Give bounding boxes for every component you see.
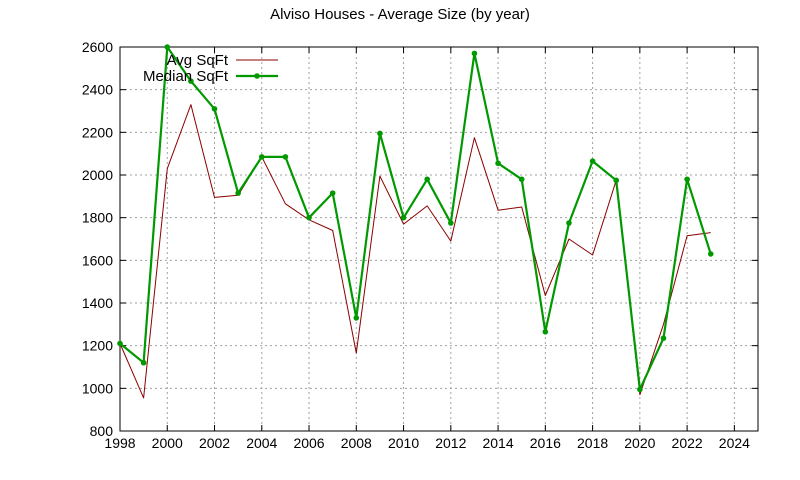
x-tick-label: 2008 bbox=[341, 435, 372, 451]
data-point-median-sqft bbox=[707, 251, 714, 257]
x-tick-label: 2000 bbox=[152, 435, 183, 451]
plot-frame bbox=[119, 46, 759, 432]
data-series bbox=[117, 44, 714, 399]
y-tick-label: 1000 bbox=[82, 380, 113, 396]
data-point-median-sqft bbox=[117, 340, 123, 347]
y-tick-label: 1800 bbox=[82, 210, 113, 226]
data-point-median-sqft bbox=[188, 78, 194, 84]
series-line-median-sqft bbox=[119, 45, 712, 391]
x-tick-label: 2004 bbox=[246, 435, 277, 451]
data-point-median-sqft bbox=[542, 329, 549, 335]
grid-lines bbox=[120, 47, 758, 431]
data-point-median-sqft bbox=[377, 130, 383, 137]
x-tick-label: 2012 bbox=[435, 435, 466, 451]
chart-title: Alviso Houses - Average Size (by year) bbox=[270, 6, 530, 23]
y-tick-label: 2600 bbox=[82, 39, 113, 55]
plot-border bbox=[119, 46, 759, 432]
y-axis-ticks: 800 1000 1200 1400 1600 1800 2000 2200 2400 2600 bbox=[82, 39, 758, 439]
data-point-median-sqft bbox=[424, 176, 430, 183]
legend-marker-median-sqft bbox=[254, 73, 260, 79]
data-point-median-sqft bbox=[613, 177, 620, 184]
data-point-median-sqft bbox=[566, 220, 572, 226]
legend-label-avg-sqft: Avg SqFt bbox=[167, 52, 229, 69]
data-point-median-sqft bbox=[353, 315, 360, 321]
x-tick-label: 1998 bbox=[104, 435, 135, 451]
y-tick-label: 1600 bbox=[82, 252, 113, 268]
x-axis-ticks: 1998 2000 2002 2004 2006 2008 2010 2012 2014 2016… bbox=[104, 47, 750, 451]
y-tick-label: 2200 bbox=[82, 124, 113, 140]
data-point-median-sqft bbox=[471, 50, 478, 57]
x-tick-label: 2014 bbox=[482, 435, 513, 451]
series-line-avg-sqft bbox=[119, 104, 711, 399]
data-point-median-sqft bbox=[235, 190, 241, 196]
data-point-median-sqft bbox=[400, 214, 407, 221]
x-tick-label: 2010 bbox=[388, 435, 419, 451]
data-point-median-sqft bbox=[684, 176, 690, 183]
data-point-median-sqft bbox=[306, 214, 312, 221]
y-tick-label: 2400 bbox=[82, 82, 113, 98]
data-point-median-sqft bbox=[282, 154, 289, 160]
data-point-median-sqft bbox=[637, 386, 643, 393]
x-tick-label: 2006 bbox=[293, 435, 324, 451]
x-tick-label: 2020 bbox=[624, 435, 655, 451]
data-point-median-sqft bbox=[140, 359, 147, 366]
data-point-median-sqft bbox=[164, 44, 171, 50]
x-tick-label: 2002 bbox=[199, 435, 230, 451]
data-point-median-sqft bbox=[258, 154, 265, 160]
y-tick-label: 800 bbox=[90, 423, 114, 439]
data-point-median-sqft bbox=[448, 220, 454, 226]
data-point-median-sqft bbox=[589, 158, 596, 164]
y-tick-label: 1400 bbox=[82, 295, 113, 311]
x-tick-label: 2018 bbox=[577, 435, 608, 451]
y-tick-label: 2000 bbox=[82, 167, 113, 183]
y-tick-label: 1200 bbox=[82, 338, 113, 354]
data-point-median-sqft bbox=[329, 190, 336, 196]
data-point-median-sqft bbox=[495, 160, 501, 167]
x-tick-label: 2022 bbox=[672, 435, 703, 451]
data-point-median-sqft bbox=[518, 176, 525, 183]
legend-label-median-sqft: Median SqFt bbox=[143, 68, 229, 85]
x-tick-label: 2016 bbox=[530, 435, 561, 451]
data-point-median-sqft bbox=[211, 106, 218, 112]
data-point-median-sqft bbox=[660, 335, 667, 342]
x-tick-label: 2024 bbox=[719, 435, 750, 451]
